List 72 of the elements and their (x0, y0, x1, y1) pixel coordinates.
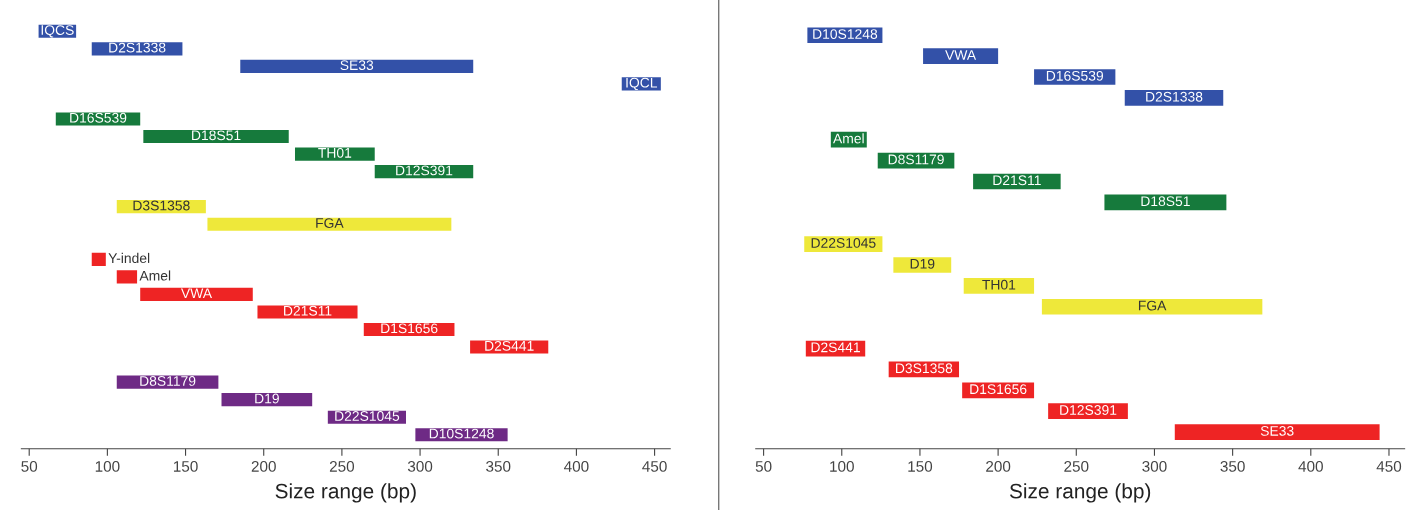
x-tick-label: 300 (1142, 461, 1167, 472)
category-label: IQCL (626, 77, 658, 91)
bar (143, 129, 289, 144)
bar (240, 59, 474, 73)
x-tick-label: 450 (642, 461, 667, 472)
category-label: D16S539 (1046, 70, 1104, 81)
x-axis-title: Size range (bp) (1009, 483, 1151, 503)
bar (91, 252, 106, 266)
category-label: D16S539 (70, 112, 127, 123)
x-tick-label: 100 (95, 461, 120, 472)
x-tick-label: 150 (173, 461, 198, 472)
bar (1041, 298, 1263, 315)
category-label: D8S1179 (140, 376, 196, 386)
category-label: D18S51 (192, 130, 241, 141)
x-tick-label: 200 (251, 461, 276, 472)
category-label: D12S391 (1060, 405, 1117, 415)
category-label: D2S1338 (1146, 91, 1203, 102)
category-label: TH01 (982, 279, 1016, 290)
bar (1174, 424, 1380, 440)
x-tick-label: 100 (830, 461, 854, 472)
x-tick-label: 350 (486, 461, 511, 472)
x-tick-label: 450 (1376, 461, 1402, 472)
category-label: SE33 (1260, 425, 1294, 436)
bar (257, 305, 358, 319)
category-label: D12S391 (396, 165, 453, 176)
category-label: SE33 (340, 60, 374, 71)
category-label: D22S1045 (811, 238, 876, 248)
category-label: FGA (1138, 300, 1167, 311)
x-tick-label: 50 (21, 461, 38, 472)
category-label: D1S1656 (381, 323, 438, 334)
x-tick-label: 250 (1064, 461, 1089, 472)
category-label: D21S11 (284, 305, 332, 316)
category-label: D2S1338 (109, 42, 166, 53)
bar (893, 257, 952, 273)
category-label: FGA (316, 218, 344, 228)
x-tick-label: 400 (1298, 461, 1323, 472)
category-label: D2S441 (811, 342, 860, 353)
x-tick-label: 400 (564, 461, 589, 472)
bar (294, 147, 375, 161)
category-label: D3S1358 (133, 200, 190, 211)
x-tick-label: 250 (329, 461, 355, 472)
bar (923, 48, 999, 64)
category-label: D18S51 (1141, 196, 1190, 207)
x-axis-title: Size range (bp) (275, 483, 416, 503)
category-label: D22S1045 (335, 411, 400, 421)
x-tick-label: 200 (986, 461, 1011, 472)
category-label: D19 (910, 258, 935, 269)
category-label: Amel (833, 133, 864, 144)
category-label: D8S1179 (888, 154, 944, 165)
category-label: D3S1358 (896, 363, 953, 374)
bar (140, 287, 253, 301)
category-label: D1S1656 (970, 384, 1027, 395)
category-label: D2S441 (485, 340, 534, 351)
bar (470, 340, 549, 354)
bar (116, 270, 138, 284)
category-label: D10S1248 (429, 428, 494, 439)
category-label: Amel (139, 270, 171, 281)
x-tick-label: 300 (407, 461, 433, 472)
category-label: VWA (945, 50, 977, 60)
category-label: D19 (255, 393, 279, 404)
category-label: VWA (181, 288, 213, 298)
category-label: TH01 (318, 147, 352, 158)
bar (207, 217, 452, 231)
category-label: IQCS (41, 25, 74, 38)
category-label: Y-indel (108, 252, 150, 264)
category-label: D21S11 (993, 175, 1041, 186)
bar (963, 278, 1035, 294)
category-label: D10S1248 (813, 29, 878, 39)
x-tick-label: 150 (908, 461, 933, 472)
x-tick-label: 50 (755, 461, 772, 472)
bar (221, 393, 313, 407)
x-tick-label: 350 (1220, 461, 1245, 472)
